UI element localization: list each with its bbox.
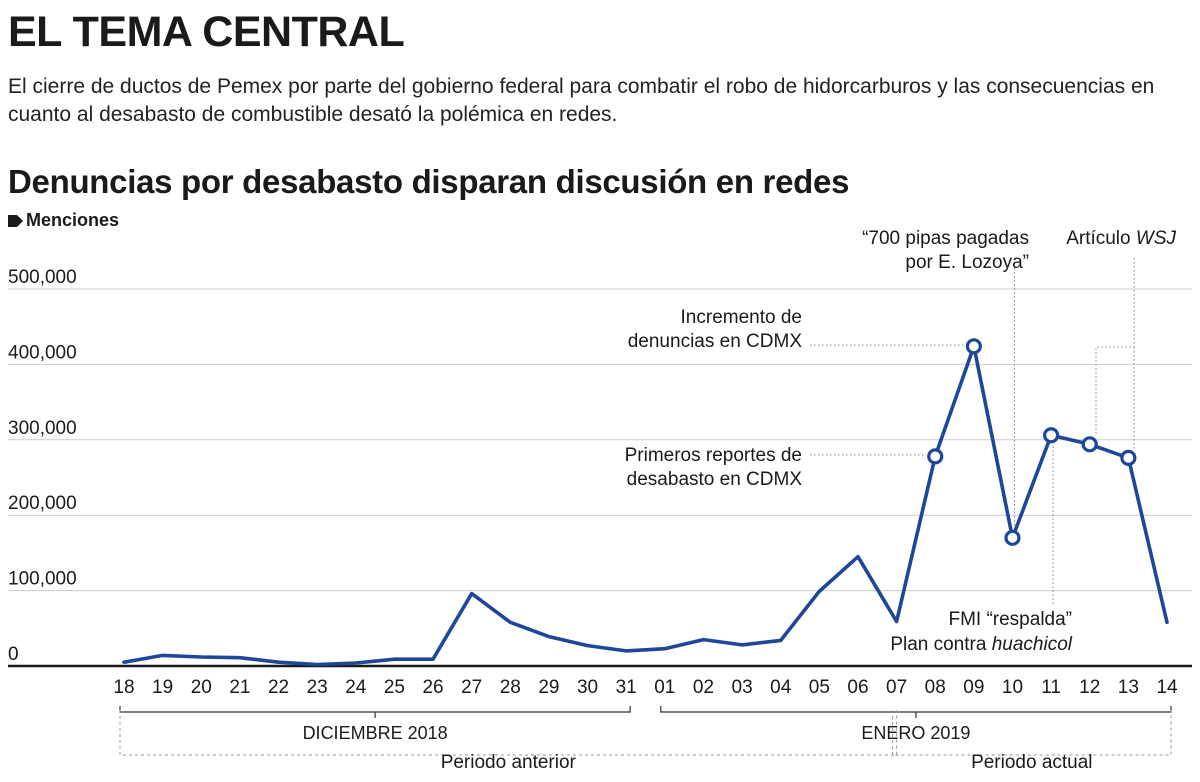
chart-title: Denuncias por desabasto disparan discusi… <box>8 163 850 200</box>
series-marker <box>1081 436 1098 453</box>
annotation-text: FMI “respalda” <box>948 609 1072 630</box>
annotation-guide <box>1095 258 1135 449</box>
x-tick-label: 10 <box>1002 677 1023 698</box>
series-marker <box>965 338 982 355</box>
annotation-text: desabasto en CDMX <box>627 469 803 490</box>
x-tick-label: 12 <box>1079 677 1100 698</box>
x-tick-label: 01 <box>654 677 675 698</box>
y-tick-label: 500,000 <box>8 267 77 288</box>
section-kicker: EL TEMA CENTRAL <box>8 8 405 56</box>
intro-paragraph: El cierre de ductos de Pemex por parte d… <box>8 75 1155 126</box>
x-tick-label: 03 <box>732 677 753 698</box>
x-tick-label: 09 <box>963 677 984 698</box>
x-tick-label: 26 <box>422 677 443 698</box>
annotation-text: Plan contra huachicol <box>890 634 1072 655</box>
x-tick-label: 18 <box>113 677 134 698</box>
series-marker <box>1043 427 1060 444</box>
month-label: ENERO 2019 <box>861 723 970 743</box>
x-tick-label: 05 <box>809 677 830 698</box>
y-axis-label: Menciones <box>8 210 119 231</box>
x-tick-label: 27 <box>461 677 482 698</box>
annotation-text: por E. Lozoya” <box>905 252 1029 273</box>
period-label: Periodo anterior <box>441 752 577 773</box>
x-tick-label: 23 <box>307 677 328 698</box>
month-bracket <box>660 706 1172 718</box>
x-tick-label: 04 <box>770 677 792 698</box>
x-tick-label: 28 <box>500 677 521 698</box>
series-line <box>122 344 1169 667</box>
annotation-text: Primeros reportes de <box>625 445 802 466</box>
x-tick-label: 19 <box>152 677 173 698</box>
y-axis-label-text: Menciones <box>26 210 120 230</box>
x-tick-label: 08 <box>925 677 946 698</box>
y-tick-label: 100,000 <box>8 569 77 590</box>
month-bracket <box>119 706 631 718</box>
x-tick-label: 13 <box>1118 677 1139 698</box>
annotation-text: denuncias en CDMX <box>628 331 803 352</box>
annotation-text: “700 pipas pagadas <box>862 228 1029 249</box>
month-label: DICIEMBRE 2018 <box>303 723 448 743</box>
y-tick-label: 0 <box>8 644 19 665</box>
x-tick-label: 02 <box>693 677 714 698</box>
series-marker <box>1120 449 1137 466</box>
x-tick-label: 31 <box>616 677 637 698</box>
period-label: Periodo actual <box>971 752 1092 773</box>
y-tick-label: 300,000 <box>8 418 77 439</box>
x-tick-label: 24 <box>345 677 367 698</box>
y-axis-marker-icon <box>8 214 23 227</box>
x-tick-label: 29 <box>538 677 559 698</box>
x-tick-label: 30 <box>577 677 598 698</box>
y-tick-label: 400,000 <box>8 342 77 363</box>
annotation-text: Incremento de <box>681 307 802 328</box>
x-tick-label: 07 <box>886 677 907 698</box>
x-tick-label: 22 <box>268 677 289 698</box>
x-tick-label: 20 <box>191 677 212 698</box>
x-tick-label: 21 <box>229 677 250 698</box>
annotation-text: Artículo WSJ <box>1066 228 1176 249</box>
y-tick-label: 200,000 <box>8 493 77 514</box>
x-tick-label: 11 <box>1041 677 1061 698</box>
period-bracket <box>119 710 898 756</box>
series-marker <box>1004 529 1021 546</box>
x-tick-label: 06 <box>847 677 868 698</box>
x-tick-label: 14 <box>1156 677 1178 698</box>
series-marker <box>927 448 944 465</box>
x-tick-label: 25 <box>384 677 405 698</box>
